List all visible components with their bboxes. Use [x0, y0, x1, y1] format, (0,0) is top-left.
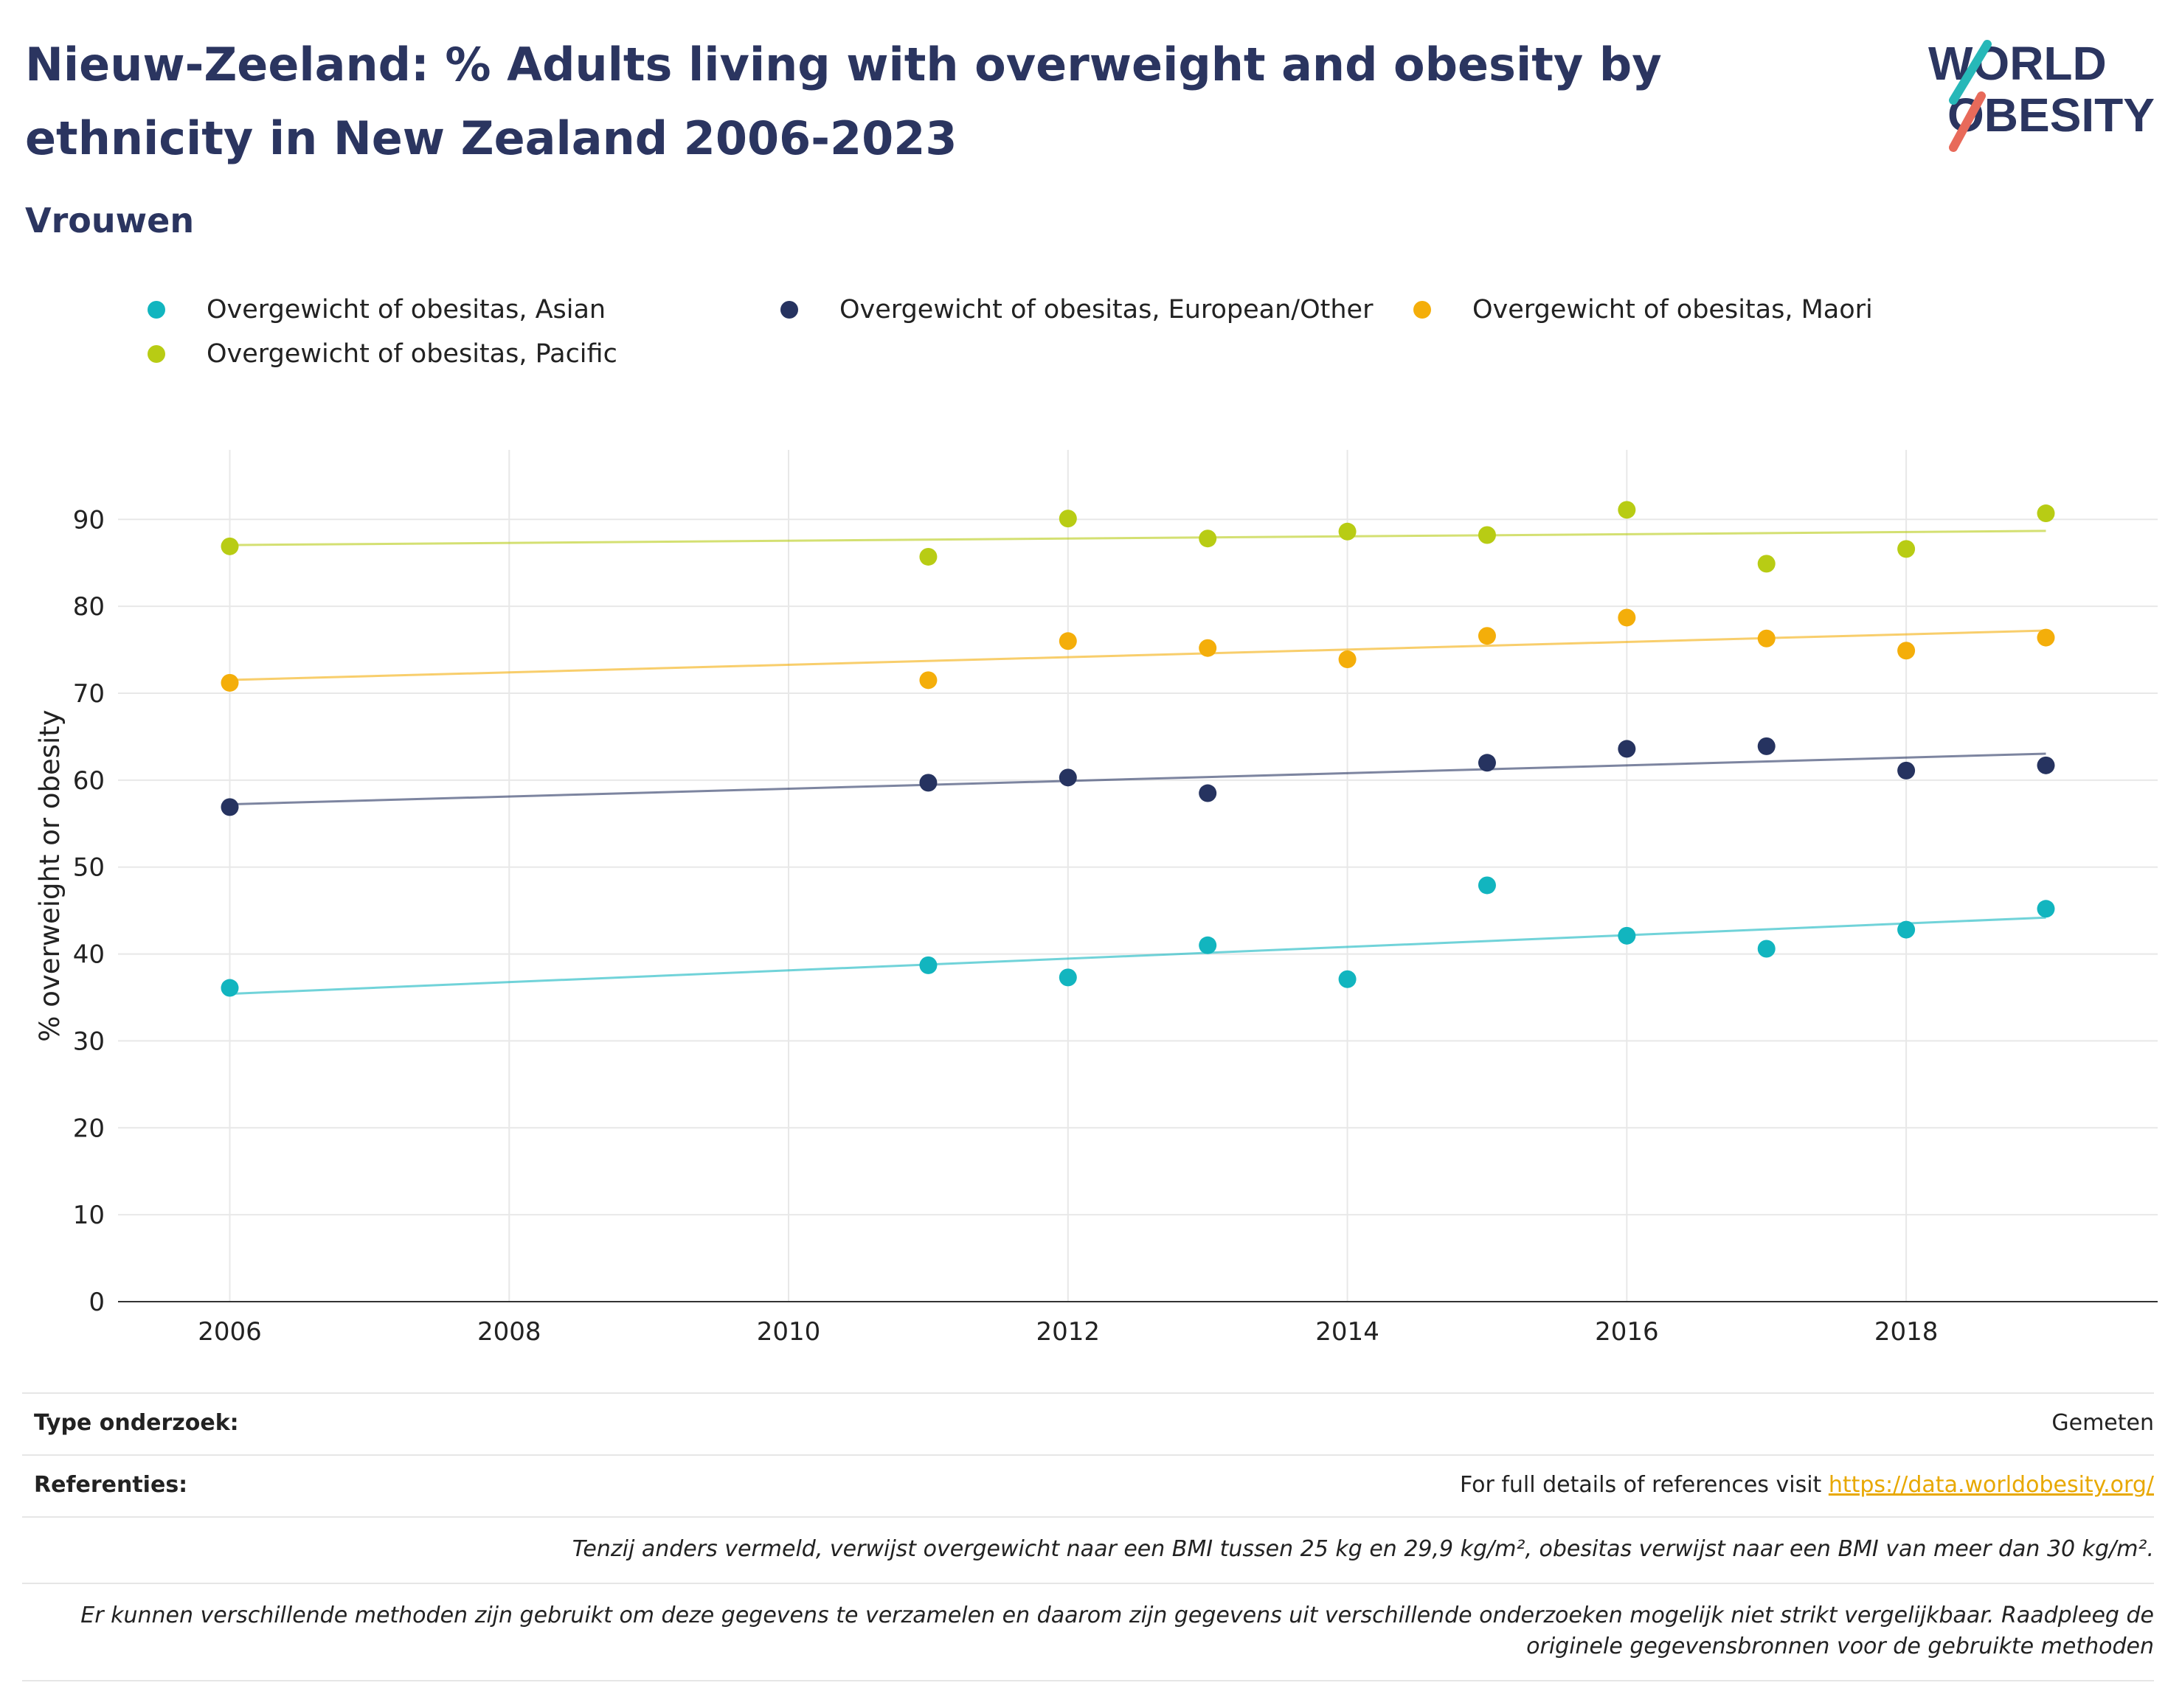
chart-subtitle: Vrouwen	[25, 201, 195, 240]
data-point-series-2	[1338, 650, 1357, 669]
references-text: For full details of references visit	[1459, 1472, 1829, 1498]
legend-item-pacific[interactable]: Overgewicht of obesitas, Pacific	[148, 339, 617, 369]
data-point-series-0	[221, 979, 239, 997]
data-point-series-3	[919, 547, 938, 566]
data-point-series-0	[1059, 968, 1077, 987]
data-point-series-0	[1338, 970, 1357, 988]
data-point-series-3	[1618, 501, 1636, 519]
chart-legend: Overgewicht of obesitas, Asian Overgewic…	[148, 295, 2065, 383]
x-tick-label: 2008	[477, 1317, 541, 1347]
data-point-series-3	[2037, 504, 2055, 523]
y-tick-label: 50	[73, 853, 105, 883]
logo-text-world: WORLD	[1928, 37, 2107, 90]
x-tick-label: 2016	[1595, 1317, 1659, 1347]
references-label: Referenties:	[34, 1472, 188, 1498]
data-point-series-0	[1757, 940, 1776, 958]
y-tick-label: 30	[73, 1027, 105, 1056]
trendline-series-1	[229, 752, 2046, 806]
data-point-series-3	[1897, 540, 1916, 558]
data-point-series-2	[1199, 639, 1217, 657]
legend-label-asian: Overgewicht of obesitas, Asian	[207, 295, 606, 324]
y-tick-label: 90	[73, 505, 105, 535]
data-point-series-0	[1618, 926, 1636, 945]
data-point-series-1	[1897, 761, 1916, 780]
data-point-series-0	[919, 956, 938, 974]
bmi-definition-note: Tenzij anders vermeld, verwijst overgewi…	[22, 1516, 2154, 1583]
legend-item-maori[interactable]: Overgewicht of obesitas, Maori	[1413, 295, 1873, 324]
legend-label-pacific: Overgewicht of obesitas, Pacific	[207, 339, 617, 369]
data-point-series-3	[1199, 530, 1217, 548]
trendline-series-3	[229, 530, 2046, 546]
trendline-series-0	[229, 916, 2046, 996]
survey-type-label: Type onderzoek:	[34, 1410, 239, 1436]
references-link[interactable]: https://data.worldobesity.org/	[1828, 1472, 2154, 1498]
chart-footer: Type onderzoek: Gemeten Referenties: For…	[22, 1392, 2154, 1681]
data-point-series-2	[1897, 642, 1916, 660]
data-point-series-2	[1478, 627, 1496, 645]
data-point-series-0	[1478, 876, 1496, 895]
data-point-series-1	[1618, 740, 1636, 758]
data-point-series-3	[1478, 526, 1496, 544]
legend-item-asian[interactable]: Overgewicht of obesitas, Asian	[148, 295, 606, 324]
data-point-series-1	[1059, 768, 1077, 787]
scatter-chart: 0 10 20 30 40 50 60 70 80 90 2006 2008 2010 2012 2014 2…	[34, 450, 2158, 1347]
legend-marker-european	[780, 301, 798, 319]
methodology-note: Er kunnen verschillende methoden zijn ge…	[22, 1583, 2154, 1681]
y-tick-label: 70	[73, 679, 105, 709]
data-point-series-1	[1757, 737, 1776, 755]
survey-type-value: Gemeten	[2051, 1410, 2154, 1436]
data-point-series-0	[2037, 900, 2055, 918]
logo-slash-coral	[1949, 91, 1986, 152]
data-point-series-3	[1059, 510, 1077, 528]
x-tick-label: 2014	[1315, 1317, 1379, 1347]
world-obesity-logo: WORLD OBESITY	[1928, 37, 2155, 152]
references-row: Referenties: For full details of referen…	[22, 1454, 2154, 1516]
data-point-series-2	[919, 671, 938, 690]
data-point-series-2	[2037, 628, 2055, 647]
y-tick-label: 10	[73, 1201, 105, 1230]
data-point-series-1	[919, 774, 938, 792]
x-tick-label: 2010	[757, 1317, 821, 1347]
y-tick-label: 60	[73, 766, 105, 796]
data-point-series-0	[1199, 936, 1217, 954]
x-tick-label: 2006	[198, 1317, 262, 1347]
legend-marker-asian	[148, 301, 165, 319]
y-tick-label: 0	[89, 1288, 105, 1317]
data-point-series-2	[221, 673, 239, 692]
data-point-series-3	[1757, 555, 1776, 573]
y-axis-label: % overweight or obesity	[34, 709, 66, 1041]
legend-label-european: Overgewicht of obesitas, European/Other	[839, 295, 1374, 324]
data-point-series-2	[1757, 629, 1776, 648]
y-tick-label: 80	[73, 592, 105, 622]
data-point-series-3	[221, 537, 239, 555]
data-point-series-3	[1338, 522, 1357, 541]
legend-item-european[interactable]: Overgewicht of obesitas, European/Other	[780, 295, 1373, 324]
trendline-series-2	[229, 629, 2046, 681]
data-point-series-1	[1478, 754, 1496, 772]
chart-title: Nieuw-Zeeland: % Adults living with over…	[25, 38, 1662, 165]
data-point-series-1	[1199, 784, 1217, 802]
data-point-series-1	[2037, 756, 2055, 774]
legend-marker-pacific	[148, 345, 165, 363]
x-tick-label: 2018	[1874, 1317, 1939, 1347]
legend-marker-maori	[1413, 301, 1431, 319]
data-point-series-0	[1897, 920, 1916, 939]
data-point-series-2	[1059, 632, 1077, 650]
data-point-series-2	[1618, 608, 1636, 627]
y-tick-label: 40	[73, 940, 105, 970]
x-tick-label: 2012	[1036, 1317, 1101, 1347]
data-point-series-1	[221, 798, 239, 816]
legend-label-maori: Overgewicht of obesitas, Maori	[1472, 295, 1873, 324]
y-tick-label: 20	[73, 1114, 105, 1143]
survey-type-row: Type onderzoek: Gemeten	[22, 1392, 2154, 1454]
logo-slash-teal	[1949, 40, 1992, 105]
